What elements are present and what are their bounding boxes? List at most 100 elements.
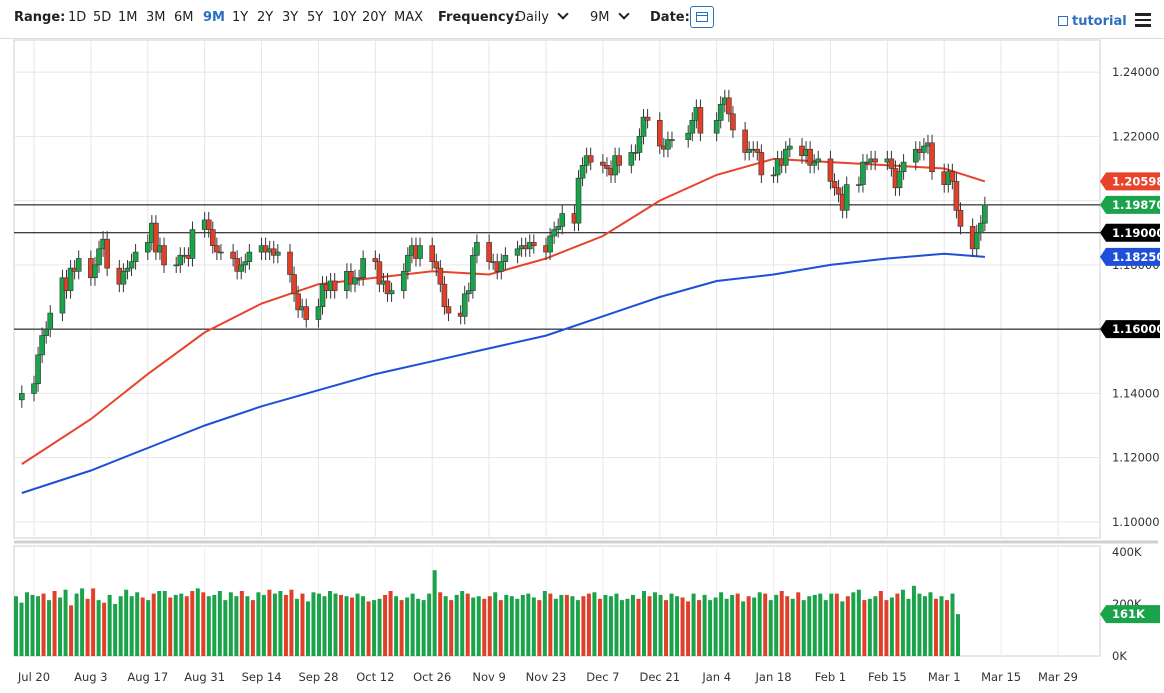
volume-bar [206, 596, 211, 656]
candlestick [531, 234, 537, 254]
candle-body [128, 261, 135, 269]
candle-body [713, 120, 720, 134]
range-button-3y[interactable]: 3Y [282, 10, 299, 25]
candlestick [173, 256, 180, 273]
volume-bar [922, 596, 927, 656]
volume-bar [520, 594, 525, 656]
candlestick [360, 250, 366, 286]
volume-bar [878, 591, 883, 656]
price-tag-shape [1100, 247, 1160, 266]
range-button-20y[interactable]: 20Y [362, 10, 387, 25]
candle-body [384, 280, 391, 295]
volume-bar [504, 594, 509, 656]
range-button-1y[interactable]: 1Y [232, 10, 249, 25]
candlestick [376, 253, 383, 293]
volume-bar [416, 598, 421, 656]
volume-bar [63, 589, 68, 656]
candlestick [474, 234, 480, 264]
candlestick [843, 176, 850, 219]
candlestick [628, 144, 635, 174]
candlestick [604, 157, 610, 177]
candlestick [787, 137, 793, 158]
volume-bar [52, 591, 57, 656]
calendar-button[interactable] [690, 6, 714, 28]
range-button-3m[interactable]: 3M [146, 10, 166, 25]
candle-body [177, 254, 184, 266]
candle-body [19, 393, 25, 401]
range-button-1m[interactable]: 1M [118, 10, 138, 25]
candlestick [214, 237, 220, 261]
candlestick [957, 202, 964, 235]
candle-body [417, 245, 423, 259]
range-button-5y[interactable]: 5Y [307, 10, 324, 25]
volume-bar [928, 592, 933, 656]
volume-bar [515, 598, 520, 656]
period-select[interactable]: 9M [590, 8, 630, 26]
date-tick-label: Aug 31 [184, 670, 225, 684]
volume-bar [162, 591, 167, 656]
range-button-max[interactable]: MAX [394, 10, 424, 25]
candlestick [230, 244, 236, 267]
volume-bar [405, 597, 410, 656]
candle-body [39, 335, 45, 356]
price-tag: 1.19870 [1100, 195, 1164, 214]
volume-bar [168, 597, 173, 656]
volume-bar [812, 594, 817, 656]
range-button-5d[interactable]: 5D [93, 10, 112, 25]
volume-bar [553, 598, 558, 656]
volume-bar [774, 594, 779, 656]
candle-body [697, 107, 704, 134]
range-button-6m[interactable]: 6M [174, 10, 194, 25]
volume-bar [305, 601, 310, 656]
candle-body [486, 242, 492, 262]
moving-averages [21, 157, 986, 494]
candle-body [238, 264, 245, 272]
price-tag: 1.20598 [1100, 172, 1164, 191]
candlestick [754, 141, 761, 161]
candlestick [352, 269, 358, 293]
candle-body [815, 158, 822, 163]
range-button-9m[interactable]: 9M [203, 10, 225, 25]
candlestick [547, 227, 553, 261]
candlestick [400, 263, 407, 299]
candle-body [770, 174, 777, 177]
candlestick [697, 99, 704, 142]
candlestick [43, 321, 49, 344]
tutorial-link[interactable]: tutorial [1058, 14, 1127, 29]
candlestick [782, 141, 789, 174]
volume-bar [680, 597, 685, 656]
candlestick [465, 282, 472, 302]
date-tick-label: Sep 28 [298, 670, 338, 684]
candle-body [949, 171, 956, 182]
volume-bar [234, 596, 239, 656]
range-button-1d[interactable]: 1D [68, 10, 87, 25]
volume-bar [845, 596, 850, 656]
candle-body [441, 283, 448, 307]
volume-bar [339, 594, 344, 656]
volume-bar [911, 585, 916, 656]
volume-bar [36, 596, 41, 656]
candle-body [144, 242, 151, 253]
candle-body [575, 177, 582, 224]
frequency-select[interactable]: Daily [516, 8, 569, 26]
volume-bar [283, 594, 288, 656]
price-tag-label: 1.18250 [1112, 250, 1164, 264]
hamburger-menu-icon[interactable] [1135, 13, 1151, 27]
candle-body [600, 161, 606, 166]
volume-bar [735, 593, 740, 656]
volume-bar [906, 598, 911, 656]
candlestick [470, 247, 476, 299]
candle-body [242, 261, 249, 266]
volume-bar [614, 593, 619, 656]
price-tag-label: 1.19000 [1112, 226, 1164, 240]
price-tag-shape [1100, 223, 1160, 242]
range-button-2y[interactable]: 2Y [257, 10, 274, 25]
candlestick [502, 247, 509, 270]
volume-bar [394, 596, 399, 656]
candlestick [896, 163, 903, 196]
range-button-10y[interactable]: 10Y [332, 10, 357, 25]
volume-bar [746, 596, 751, 656]
volume-bar [228, 592, 233, 656]
volume-bar [818, 593, 823, 656]
